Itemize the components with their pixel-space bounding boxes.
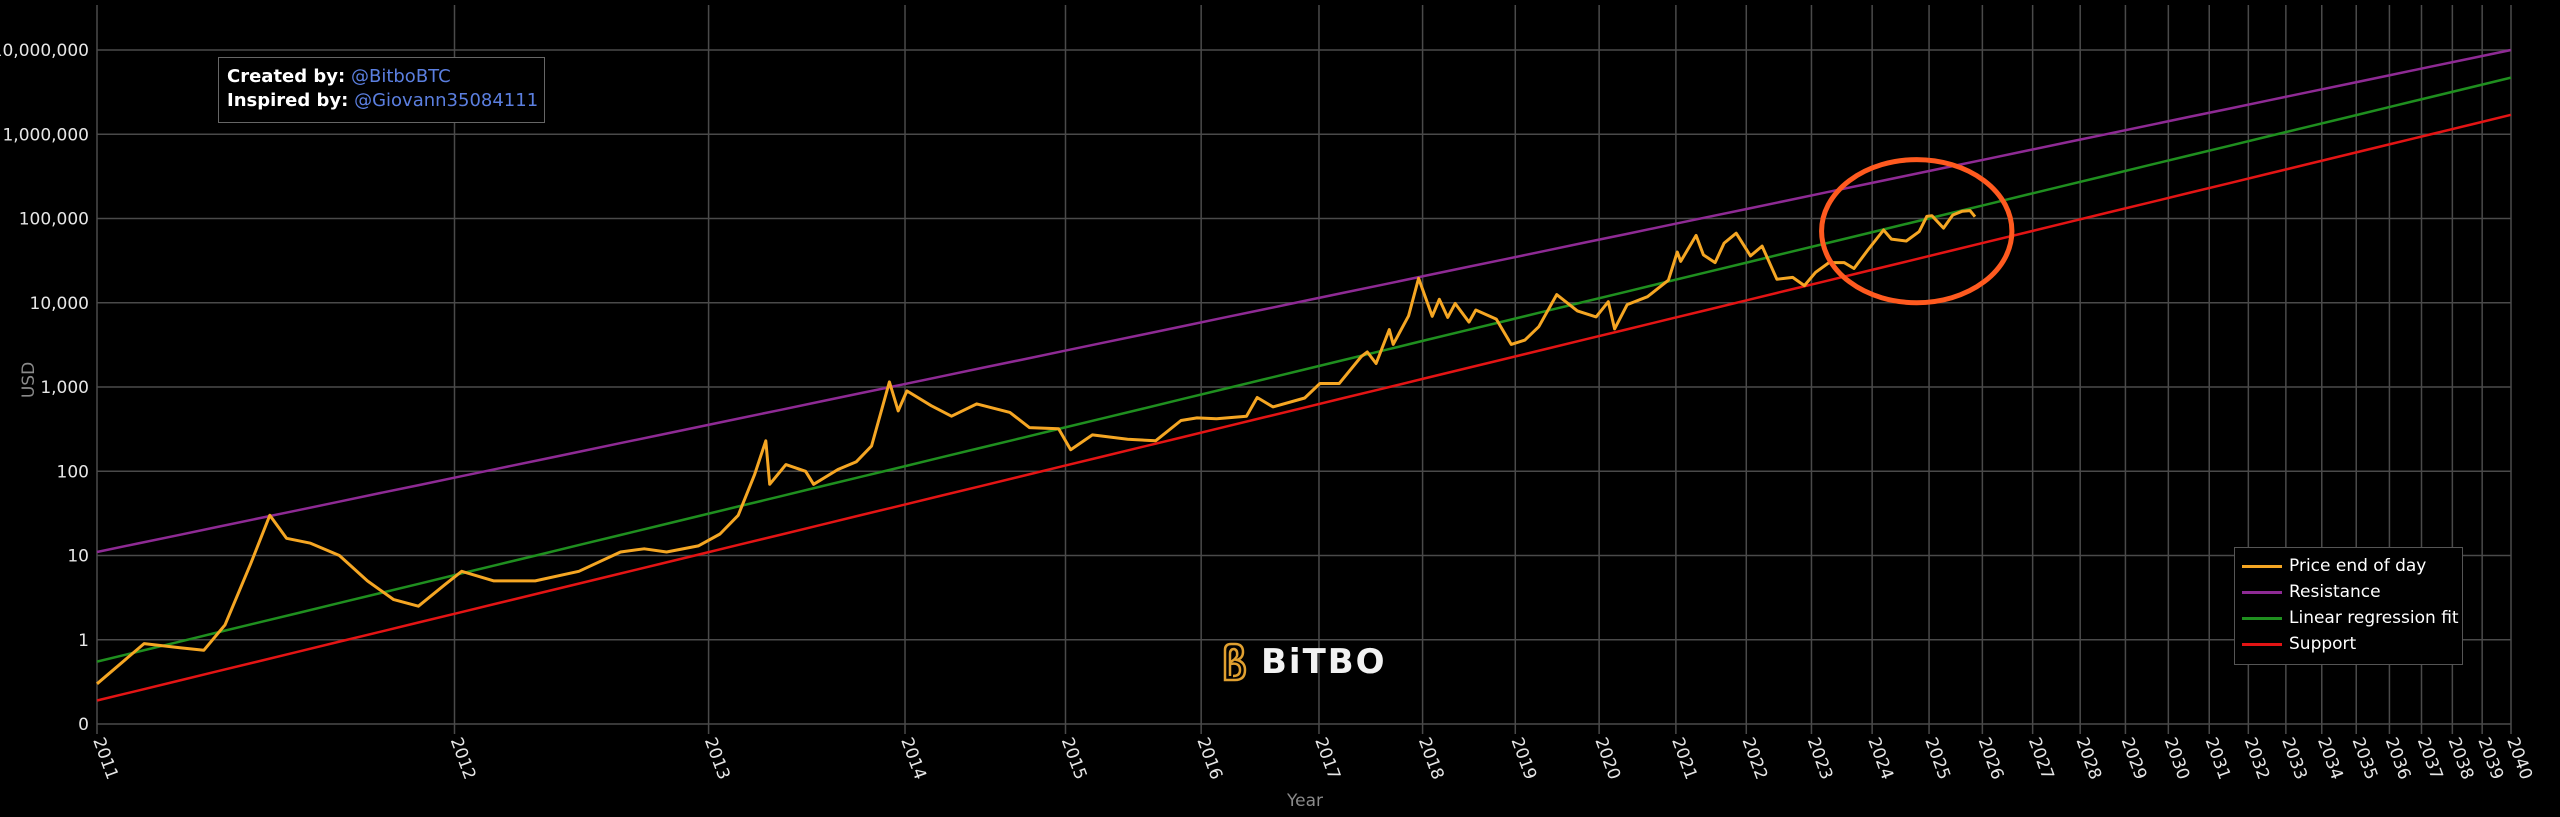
legend-label: Resistance — [2289, 582, 2381, 602]
x-tick-label: 2017 — [1310, 735, 1344, 782]
credits-box: Created by: @BitboBTC Inspired by: @Giov… — [218, 57, 545, 123]
grid — [96, 5, 2512, 734]
x-tick-label: 2026 — [1974, 735, 2008, 782]
x-tick-label: 2038 — [2444, 735, 2478, 782]
x-tick-label: 2015 — [1057, 735, 1091, 782]
x-tick-label: 2023 — [1803, 735, 1837, 782]
annotation-layer — [1819, 157, 2015, 306]
x-tick-label: 2032 — [2240, 735, 2274, 782]
highlight-ellipse — [1819, 157, 2015, 306]
x-tick-label: 2016 — [1192, 735, 1226, 782]
y-tick-label: 100,000 — [19, 210, 89, 230]
bitbo-logo-text: BiTBO — [1261, 642, 1387, 682]
x-tick-label: 2034 — [2313, 735, 2347, 782]
x-tick-label: 2028 — [2071, 735, 2105, 782]
series-layer — [96, 48, 2512, 702]
x-tick-label: 2027 — [2024, 735, 2058, 782]
x-tick-label: 2030 — [2160, 735, 2194, 782]
x-tick-label: 2021 — [1667, 735, 1701, 782]
x-tick-label: 2018 — [1414, 735, 1448, 782]
legend-swatch — [2242, 616, 2282, 620]
legend-item-regression[interactable]: Linear regression fit — [2242, 605, 2462, 631]
x-tick-label: 2031 — [2201, 735, 2235, 782]
y-tick-label: 100 — [57, 462, 89, 482]
x-tick-label: 2029 — [2117, 735, 2151, 782]
legend-item-resistance[interactable]: Resistance — [2242, 579, 2462, 605]
x-tick-label: 2033 — [2277, 735, 2311, 782]
bitbo-logo: BiTBO — [1221, 642, 1387, 682]
series-line-price-end-of-day — [96, 209, 1977, 685]
y-tick-label: 10,000 — [30, 294, 89, 314]
created-by-label: Created by: — [227, 66, 346, 87]
x-tick-label: 2014 — [896, 735, 930, 782]
legend-label: Linear regression fit — [2289, 608, 2459, 628]
y-tick-label: 10,000,000 — [0, 41, 89, 61]
legend-item-price[interactable]: Price end of day — [2242, 553, 2462, 579]
legend-item-support[interactable]: Support — [2242, 631, 2462, 657]
y-axis-title: USD — [19, 362, 39, 398]
y-tick-label: 10 — [67, 547, 89, 567]
x-tick-label: 2037 — [2413, 735, 2447, 782]
x-tick-label: 2022 — [1738, 735, 1772, 782]
bitbo-logo-icon — [1223, 642, 1247, 682]
legend-swatch — [2242, 590, 2282, 594]
series-line-support — [96, 113, 2512, 702]
legend-label: Price end of day — [2289, 556, 2427, 576]
x-tick-label: 2036 — [2381, 735, 2415, 782]
x-tick-label: 2019 — [1507, 735, 1541, 782]
y-tick-label: 1,000,000 — [2, 125, 89, 145]
y-tick-label: 1 — [78, 631, 89, 651]
x-tick-label: 2020 — [1590, 735, 1624, 782]
legend: Price end of day Resistance Linear regre… — [2234, 547, 2463, 665]
x-tick-label: 2013 — [700, 735, 734, 782]
x-axis-title: Year — [1286, 791, 1323, 811]
x-tick-label: 2039 — [2473, 735, 2507, 782]
created-by-link[interactable]: @BitboBTC — [350, 66, 451, 87]
x-tick-label: 2025 — [1920, 735, 1954, 782]
x-tick-label: 2024 — [1863, 735, 1897, 782]
legend-swatch — [2242, 564, 2282, 568]
legend-swatch — [2242, 642, 2282, 646]
y-tick-label: 0 — [78, 715, 89, 735]
series-line-linear-regression-fit — [96, 76, 2512, 663]
inspired-by-label: Inspired by: — [227, 90, 349, 111]
legend-label: Support — [2289, 634, 2357, 654]
y-tick-label: 1,000 — [40, 378, 89, 398]
x-tick-label: 2035 — [2348, 735, 2382, 782]
x-tick-label: 2011 — [88, 735, 122, 782]
series-line-resistance — [96, 48, 2512, 554]
inspired-by-link[interactable]: @Giovann35084111 — [354, 90, 539, 111]
x-tick-label: 2012 — [446, 735, 480, 782]
